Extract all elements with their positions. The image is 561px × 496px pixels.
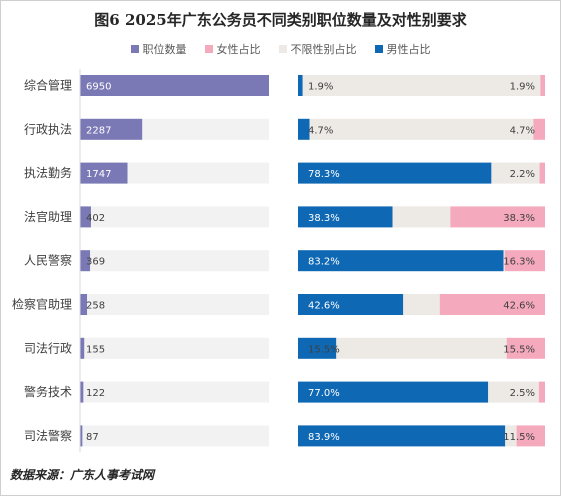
count-bar (80, 250, 91, 272)
female-bar (538, 381, 545, 403)
male-bar (298, 381, 489, 403)
female-pct-label: 2.2% (510, 169, 535, 180)
female-pct-label: 2.5% (510, 388, 535, 399)
category-label: 司法行政 (24, 341, 72, 355)
count-label: 2287 (86, 125, 111, 136)
legend-item-unlimited: 不限性别占比 (278, 41, 357, 57)
count-label: 6950 (86, 82, 111, 93)
male-pct-label: 1.9% (308, 82, 333, 93)
male-pct-label: 83.9% (308, 432, 340, 443)
male-bar (298, 294, 404, 315)
male-bar (298, 118, 310, 140)
chart-title: 图6 2025年广东公务员不同类别职位数量及对性别要求 (94, 11, 467, 29)
female-bar (504, 250, 545, 272)
category-label: 人民警察 (24, 253, 72, 268)
male-bar (298, 425, 506, 447)
male-pct-label: 4.7% (308, 125, 333, 136)
male-bar (298, 206, 393, 228)
legend-item-count: 职位数量 (130, 41, 187, 57)
count-bar (80, 206, 91, 228)
count-track (80, 425, 269, 447)
unlimited-bar (503, 250, 505, 272)
male-pct-label: 15.5% (308, 344, 340, 355)
count-bar (80, 162, 128, 184)
female-bar (450, 206, 545, 228)
female-bar (506, 337, 545, 359)
legend-swatch-male (374, 45, 383, 53)
female-bar (516, 425, 545, 447)
female-pct-label: 4.7% (510, 125, 535, 136)
male-pct-label: 83.2% (308, 257, 340, 268)
category-label: 执法勤务 (24, 165, 72, 180)
count-label: 402 (86, 213, 105, 224)
unlimited-bar (491, 162, 540, 184)
count-label: 155 (86, 344, 105, 355)
unlimited-bar (336, 337, 507, 359)
female-pct-label: 1.9% (510, 82, 535, 93)
legend-swatch-unlimited (278, 45, 287, 53)
category-label: 检察官助理 (12, 297, 72, 312)
legend-swatch-female (204, 45, 213, 53)
unlimited-bar (403, 294, 440, 315)
male-pct-label: 38.3% (308, 213, 340, 224)
count-label: 122 (86, 388, 105, 399)
legend-label-female: 女性占比 (216, 43, 261, 56)
source-note: 数据来源：广东人事考试网 (10, 468, 155, 482)
unlimited-bar (309, 118, 534, 140)
legend-item-male: 男性占比 (374, 41, 431, 57)
male-bar (298, 162, 492, 184)
category-label: 法官助理 (24, 209, 72, 224)
female-pct-label: 38.3% (503, 213, 535, 224)
legend-label-unlimited: 不限性别占比 (290, 43, 357, 56)
category-label: 综合管理 (24, 78, 72, 93)
male-pct-label: 78.3% (308, 169, 340, 180)
male-bar (298, 75, 303, 96)
legend-label-male: 男性占比 (386, 43, 431, 56)
female-pct-label: 42.6% (503, 301, 535, 312)
count-track (80, 381, 269, 403)
count-bar (80, 381, 84, 403)
chart-legend: 职位数量 女性占比 不限性别占比 男性占比 (0, 41, 561, 57)
female-pct-label: 16.3% (503, 257, 535, 268)
female-bar (439, 294, 545, 315)
legend-label-count: 职位数量 (142, 43, 187, 56)
count-label: 258 (86, 301, 105, 312)
category-label: 司法警察 (24, 428, 72, 443)
female-bar (533, 118, 545, 140)
category-label: 警务技术 (24, 384, 72, 399)
female-bar (539, 162, 545, 184)
legend-swatch-count (130, 45, 139, 53)
count-label: 369 (86, 257, 105, 268)
category-label: 行政执法 (24, 122, 72, 136)
count-bar (80, 337, 85, 359)
male-pct-label: 77.0% (308, 388, 340, 399)
male-pct-label: 42.6% (308, 301, 340, 312)
count-track (80, 250, 269, 272)
unlimited-bar (302, 75, 541, 96)
count-track (80, 206, 269, 228)
female-pct-label: 15.5% (503, 344, 535, 355)
count-bar (80, 294, 88, 315)
male-bar (298, 250, 504, 272)
unlimited-bar (488, 381, 539, 403)
count-track (80, 337, 269, 359)
count-label: 1747 (86, 169, 111, 180)
count-bar (80, 118, 143, 140)
count-label: 87 (86, 432, 99, 443)
unlimited-bar (505, 425, 517, 447)
female-bar (540, 75, 545, 96)
count-bar (80, 75, 269, 96)
legend-item-female: 女性占比 (204, 41, 261, 57)
count-track (80, 294, 269, 315)
count-bar (80, 425, 83, 447)
male-bar (298, 337, 337, 359)
unlimited-bar (392, 206, 451, 228)
female-pct-label: 11.5% (503, 432, 535, 443)
